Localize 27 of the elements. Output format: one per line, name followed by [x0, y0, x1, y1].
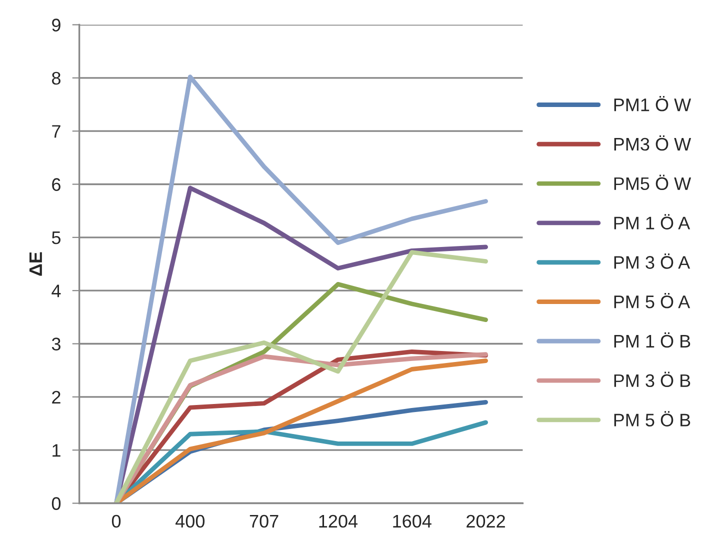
x-tick-label: 0 [112, 514, 121, 528]
x-tick-label: 400 [176, 514, 205, 528]
y-tick-label: 5 [52, 232, 60, 244]
y-tick-label: 6 [52, 178, 60, 191]
y-axis-title: ΔE [29, 252, 42, 276]
legend-label: PM 5 Ö B [614, 411, 690, 426]
x-tick-label: 2022 [466, 514, 505, 528]
y-tick-label: 3 [52, 338, 60, 350]
legend-label: PM1 Ö W [614, 96, 692, 112]
line-series [114, 74, 488, 504]
x-tick-label: 1204 [319, 514, 358, 528]
y-tick-label: 1 [52, 444, 60, 457]
x-tick-label: 707 [250, 514, 278, 528]
y-tick-label: 8 [52, 72, 60, 85]
legend-label: PM 1 Ö B [614, 332, 690, 348]
y-tick-label: 4 [52, 284, 61, 298]
legend-label: PM3 Ö W [614, 135, 692, 151]
y-tick-label: 7 [52, 125, 60, 138]
y-tick-label: 0 [52, 497, 61, 510]
legend-label: PM 1 Ö A [614, 214, 690, 230]
x-tick-label: 1604 [393, 514, 432, 528]
legend-label: PM 3 Ö B [614, 372, 690, 388]
legend-label: PM 3 Ö A [614, 254, 690, 269]
legend-label: PM5 Ö W [614, 174, 692, 190]
y-tick-label: 9 [52, 18, 60, 32]
y-tick-label: 2 [52, 390, 60, 404]
legend-label: PM 5 Ö A [614, 292, 690, 308]
